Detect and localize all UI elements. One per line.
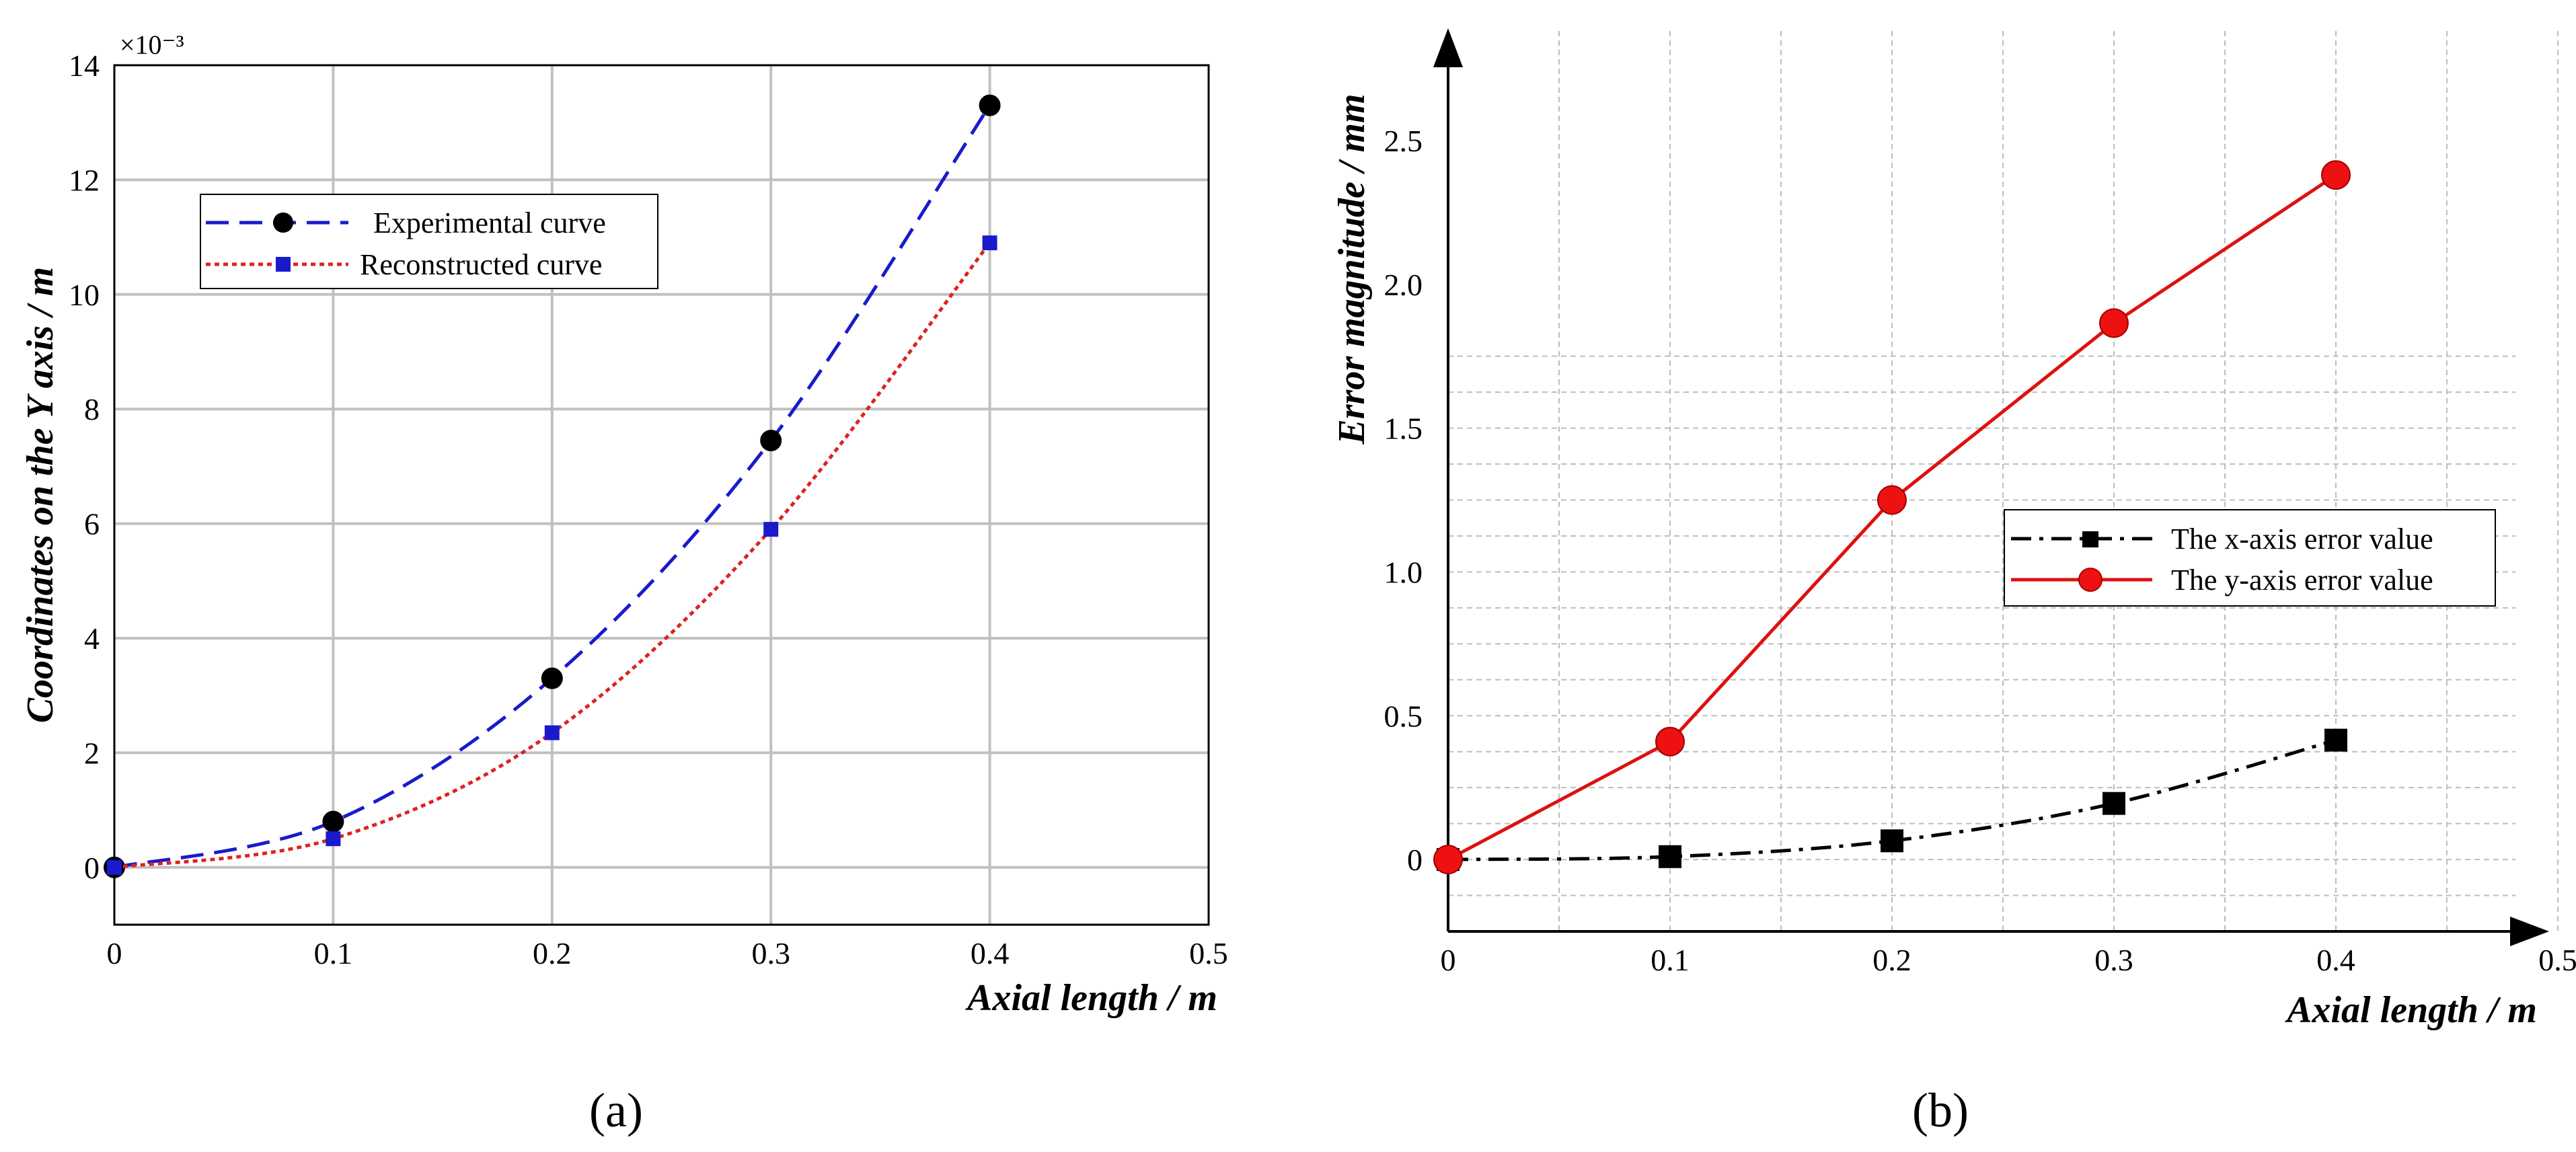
- x-tick-label: 0.1: [314, 936, 353, 970]
- data-point-0: [760, 430, 782, 452]
- data-point-0: [2103, 792, 2125, 815]
- data-point-0: [2324, 728, 2347, 752]
- grid-b: [1448, 31, 2559, 931]
- y-tick-label: 6: [84, 507, 100, 541]
- data-point-1: [544, 725, 560, 740]
- data-point-1: [2321, 160, 2351, 190]
- y-tick-label: 2.5: [1384, 124, 1423, 158]
- series-line-1: [114, 241, 991, 870]
- legend-marker-x-error: [2082, 531, 2098, 547]
- y-axis-arrow-b: [1433, 28, 1463, 67]
- y-tick-label: 0.5: [1384, 699, 1423, 733]
- plot-frame-a: [113, 64, 1210, 926]
- data-point-1: [982, 235, 997, 251]
- data-point-1: [107, 859, 122, 875]
- x-tick-label: 0.3: [751, 936, 790, 970]
- data-point-0: [541, 667, 563, 689]
- y-tick-label: 2.0: [1384, 268, 1423, 302]
- series-b: [1433, 160, 2351, 875]
- y-axis-title-a: Coordinates on the Y axis / m: [20, 267, 61, 723]
- x-tick-label: 0.4: [971, 936, 1010, 970]
- data-point-1: [1433, 845, 1463, 875]
- data-point-1: [1877, 485, 1907, 515]
- y-tick-label: 2: [84, 736, 100, 770]
- legend-box-a: [200, 194, 658, 289]
- series-a: [104, 94, 1001, 878]
- y-tick-labels-b: 0 0.5 1.0 1.5 2.0 2.5: [1384, 124, 1423, 877]
- data-point-1: [763, 522, 779, 537]
- y-tick-label: 0: [1407, 843, 1423, 877]
- x-tick-label: 0.4: [2316, 943, 2355, 977]
- x-axis-title-b: Axial length / m: [2285, 989, 2537, 1031]
- legend-label-y-error: The y-axis error value: [2171, 564, 2433, 597]
- y-tick-label: 0: [84, 851, 100, 885]
- y-multiplier-a: ×10⁻³: [120, 30, 184, 60]
- x-tick-label: 0.2: [1872, 943, 1911, 977]
- data-point-1: [1655, 726, 1685, 757]
- x-tick-labels-b: 0 0.1 0.2 0.3 0.4 0.5: [1441, 943, 2576, 977]
- chart-panel-a: 0 0.1 0.2 0.3 0.4 0.5 0 2 4 6 8 10 12 14 ×10⁻³ Axial…: [20, 30, 1228, 1137]
- legend-label-x-error: The x-axis error value: [2171, 523, 2433, 555]
- x-axis-title-a: Axial length / m: [965, 977, 1217, 1019]
- legend-a: Experimental curve Reconstructed curve: [200, 194, 658, 289]
- y-tick-label: 8: [84, 392, 100, 426]
- series-line-0: [114, 104, 991, 870]
- y-tick-label: 1.0: [1384, 555, 1423, 589]
- legend-label-experimental: Experimental curve: [373, 206, 606, 239]
- data-point-1: [2099, 308, 2129, 338]
- legend-marker-reconstructed: [276, 257, 291, 272]
- panel-label-b: (b): [1912, 1083, 1969, 1137]
- x-tick-labels-a: 0 0.1 0.2 0.3 0.4 0.5: [107, 936, 1228, 970]
- legend-label-reconstructed: Reconstructed curve: [360, 248, 602, 281]
- data-point-0: [1881, 829, 1903, 853]
- x-tick-label: 0: [107, 936, 122, 970]
- axes-b: [1433, 28, 2549, 946]
- y-tick-label: 12: [69, 163, 100, 197]
- x-tick-label: 0.5: [1189, 936, 1228, 970]
- data-point-0: [979, 94, 1001, 116]
- y-tick-label: 10: [69, 278, 100, 312]
- x-axis-arrow-b: [2510, 917, 2549, 946]
- chart-panel-b: 0 0.1 0.2 0.3 0.4 0.5 0 0.5 1.0 1.5 2.0 2.5 Axial …: [1331, 28, 2576, 1137]
- legend-marker-experimental: [273, 213, 293, 233]
- legend-b: The x-axis error value The y-axis error …: [2004, 509, 2496, 607]
- data-point-0: [1659, 845, 1681, 868]
- x-tick-label: 0.2: [533, 936, 572, 970]
- y-tick-label: 14: [69, 48, 100, 83]
- data-point-0: [322, 810, 344, 833]
- legend-marker-y-error: [2078, 568, 2103, 592]
- x-tick-label: 0.5: [2538, 943, 2576, 977]
- panel-label-a: (a): [589, 1083, 643, 1137]
- y-tick-labels-a: 0 2 4 6 8 10 12 14: [69, 48, 100, 885]
- data-point-1: [326, 831, 341, 847]
- y-axis-title-b: Error magnitude / mm: [1331, 93, 1373, 445]
- y-tick-label: 1.5: [1384, 412, 1423, 446]
- x-tick-label: 0.1: [1651, 943, 1690, 977]
- y-tick-label: 4: [84, 621, 100, 656]
- x-tick-label: 0: [1441, 943, 1456, 977]
- x-tick-label: 0.3: [2094, 943, 2133, 977]
